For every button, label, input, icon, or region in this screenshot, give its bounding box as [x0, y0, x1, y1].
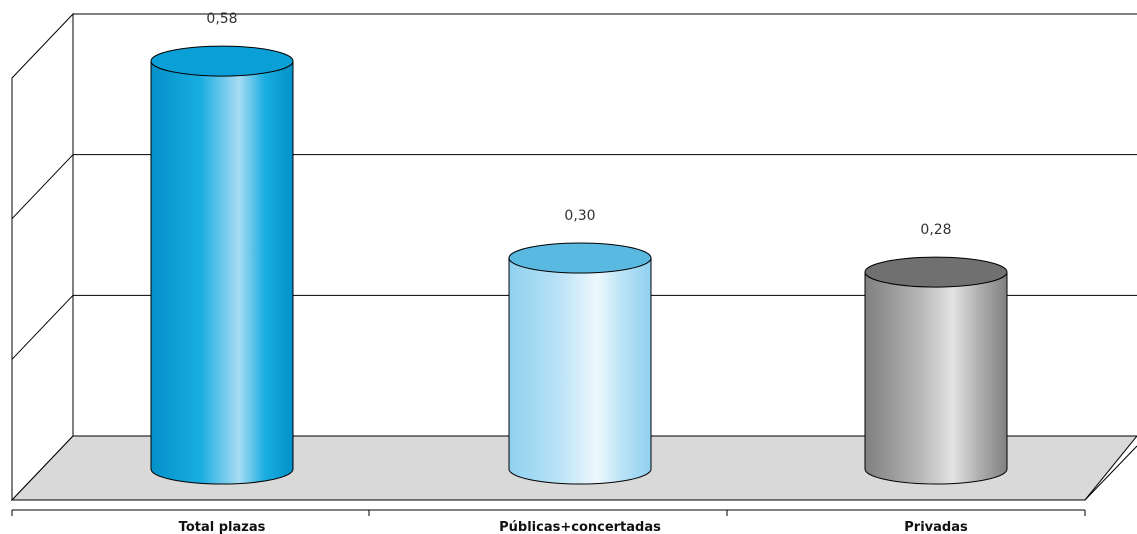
bar-0: [150, 45, 294, 485]
side-gridline: [11, 154, 74, 220]
bar-body: [864, 271, 1008, 485]
value-label: 0,58: [206, 11, 237, 27]
value-label: 0,28: [920, 222, 951, 238]
value-labels: 0,58 0,30 0,28: [206, 11, 951, 238]
bar-body: [508, 257, 652, 485]
bar-top-cap: [508, 242, 652, 274]
bar-body: [150, 60, 294, 485]
bar-top-cap: [864, 256, 1008, 288]
bars: [150, 45, 1008, 485]
floor-right-edge: [1084, 445, 1137, 501]
bar-1: [508, 242, 652, 485]
bar-top-cap: [150, 45, 294, 77]
chart-side-wall: [11, 12, 74, 502]
value-label: 0,30: [564, 208, 595, 224]
bar-2: [864, 256, 1008, 485]
category-label-publicas-concertadas: Públicas+concertadas: [499, 520, 661, 534]
side-gridline: [11, 294, 74, 360]
category-label-total-plazas: Total plazas: [179, 520, 266, 534]
category-labels: Total plazas Públicas+concertadas Privad…: [179, 520, 968, 534]
category-label-privadas: Privadas: [904, 520, 968, 534]
